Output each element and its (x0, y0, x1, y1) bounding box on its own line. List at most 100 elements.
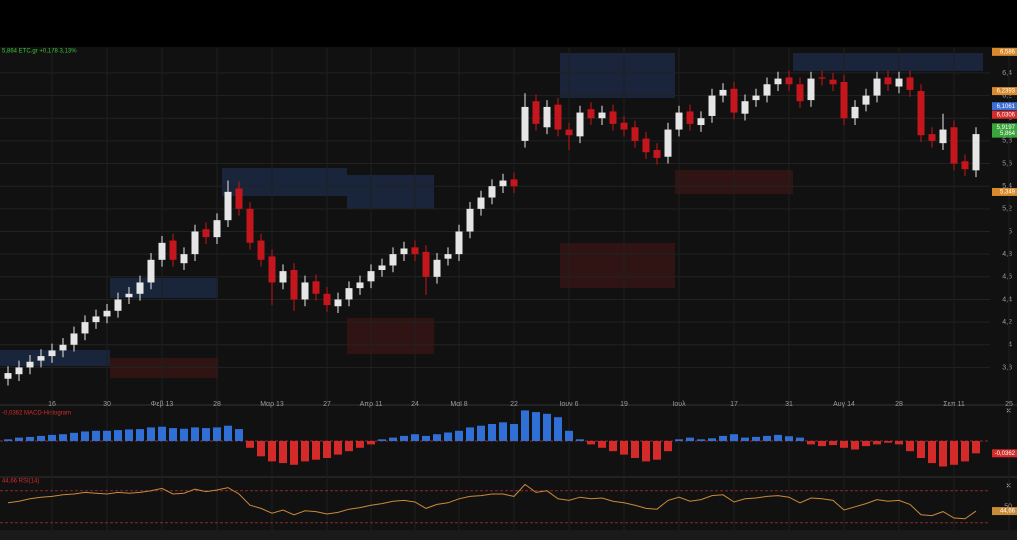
x-tick-label: Αυγ 14 (833, 401, 855, 408)
price-tag-label: 5,864 (1000, 131, 1016, 137)
candle-body (961, 161, 969, 170)
histogram-bar (719, 435, 727, 441)
candle-body (642, 138, 650, 153)
candle-body (675, 112, 683, 130)
candle-body (862, 95, 870, 105)
histogram-bar (136, 429, 144, 441)
y-tick-label: 5,8 (1002, 138, 1012, 145)
candle-body (477, 197, 485, 209)
price-tag-label: 44,66 (1000, 509, 1016, 515)
candle-body (147, 259, 155, 283)
histogram-bar (642, 441, 650, 462)
candle-body (235, 188, 243, 209)
candle-body (59, 344, 67, 351)
candle-body (103, 310, 111, 317)
candle-body (664, 129, 672, 157)
candle-body (367, 271, 375, 282)
candle-body (631, 127, 639, 141)
top-bar (0, 0, 1017, 47)
histogram-bar (785, 436, 793, 441)
candle-body (169, 240, 177, 260)
histogram-bar (158, 426, 166, 441)
histogram-bar (675, 439, 683, 441)
histogram-bar (477, 425, 485, 441)
histogram-bar (301, 441, 309, 462)
candle-body (455, 231, 463, 255)
x-tick-label: 28 (895, 401, 903, 408)
toolbar (0, 530, 1017, 540)
histogram-bar (411, 434, 419, 441)
candle-body (752, 95, 760, 101)
candle-body (873, 78, 881, 96)
histogram-bar (950, 441, 958, 465)
histogram-bar (961, 441, 969, 462)
candle-body (191, 231, 199, 255)
histogram-bar (103, 430, 111, 441)
histogram-bar (455, 430, 463, 441)
histogram-bar (499, 422, 507, 441)
x-tick-label: 24 (411, 401, 419, 408)
candle-body (499, 180, 507, 187)
candle-body (950, 127, 958, 164)
histogram-bar (312, 441, 320, 460)
histogram-bar (895, 441, 903, 445)
histogram-bar (433, 434, 441, 441)
histogram-bar (59, 434, 67, 441)
histogram-bar (906, 441, 914, 452)
histogram-bar (763, 435, 771, 441)
histogram-bar (488, 424, 496, 441)
candle-body (15, 367, 23, 375)
candle-body (972, 134, 980, 171)
x-tick-label: 31 (785, 401, 793, 408)
histogram-bar (862, 441, 870, 447)
candle-body (785, 77, 793, 85)
price-tag-label: 5,349 (1000, 190, 1016, 196)
candle-body (521, 106, 529, 141)
candle-body (48, 350, 56, 357)
histogram-bar (609, 441, 617, 452)
histogram-bar (279, 441, 287, 464)
candle-body (400, 248, 408, 255)
histogram-bar (664, 441, 672, 452)
candle-body (840, 81, 848, 119)
price-tag (992, 123, 1017, 132)
histogram-bar (884, 441, 892, 443)
candle-body (532, 101, 540, 124)
histogram-bar (81, 431, 89, 441)
candle-body (829, 79, 837, 85)
candle-body (510, 179, 518, 187)
histogram-bar (851, 441, 859, 450)
histogram-bar (4, 439, 12, 441)
y-tick-label: 3,8 (1002, 364, 1012, 371)
candle-body (906, 77, 914, 90)
x-tick-label: Ιουλ (672, 401, 686, 408)
candle-body (587, 109, 595, 119)
histogram-bar (92, 430, 100, 441)
x-tick-label: Απρ 11 (360, 401, 383, 408)
candle-body (202, 229, 210, 238)
histogram-bar (180, 428, 188, 441)
histogram-bar (444, 432, 452, 441)
histogram-bar (686, 437, 694, 441)
candle-body (323, 293, 331, 306)
x-tick-label: 25 (1005, 401, 1013, 408)
candle-body (356, 282, 364, 289)
candle-body (620, 122, 628, 130)
histogram-bar (840, 441, 848, 448)
candle-body (301, 282, 309, 300)
candle-body (345, 288, 353, 300)
price-tag-label: 6,0306 (997, 112, 1016, 118)
candle-body (334, 299, 342, 307)
candle-body (378, 265, 386, 271)
rsi-title: 44,66 RSI(14) (2, 479, 39, 485)
candle-body (796, 84, 804, 102)
y-tick-label: 4 (1008, 342, 1012, 349)
candle-body (114, 299, 122, 311)
histogram-bar (26, 436, 34, 441)
candle-body (719, 89, 727, 96)
candle-body (268, 256, 276, 283)
histogram-bar (334, 441, 342, 455)
price-tag (992, 187, 1017, 196)
candle-body (554, 104, 562, 130)
